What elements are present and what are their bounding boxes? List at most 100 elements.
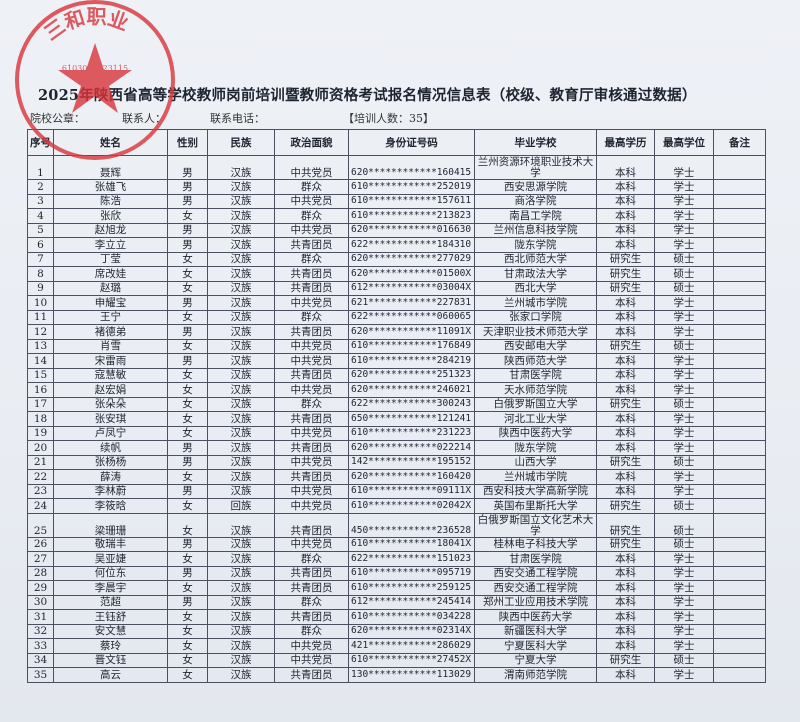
cell-id-number: 610************18041X [348,536,475,552]
cell-seq: 28 [27,565,54,581]
cell-id-number: 622************300243 [348,396,475,412]
cell-remarks [713,498,766,514]
cell-political-status: 群众 [274,623,349,639]
cell-school: 甘肃政法大学 [474,266,597,282]
cell-political-status: 中共党员 [274,155,349,180]
cell-education: 本科 [596,353,655,369]
table-row: 7 丁莹女汉族 群众 620************277029 西北师范大学 研究生 硕士 [27,251,766,267]
cell-degree: 学士 [654,609,714,625]
cell-gender: 女 [167,580,208,596]
cell-degree: 硕士 [654,338,714,354]
cell-seq: 15 [27,367,54,383]
table-row: 1 聂辉男汉族 中共党员 620************160415 兰州资源环境职业技… [27,155,766,180]
cell-name: 张朵朵 [53,396,168,412]
cell-id-number: 620************11091X [348,324,475,340]
cell-degree: 学士 [654,309,714,325]
table-row: 16 赵宏娟女汉族 中共党员 620************246021 天水师范学院本… [27,382,766,398]
cell-remarks [713,251,766,267]
cell-education: 本科 [596,565,655,581]
cell-ethnicity: 汉族 [207,155,275,180]
column-header: 身份证号码 [348,129,475,156]
cell-seq: 17 [27,396,54,412]
cell-seq: 11 [27,309,54,325]
cell-education: 研究生 [596,454,655,470]
cell-remarks [713,440,766,456]
cell-gender: 女 [167,551,208,567]
cell-id-number: 610************284219 [348,353,475,369]
cell-political-status: 中共党员 [274,425,349,441]
cell-education: 本科 [596,295,655,311]
cell-education: 研究生 [596,652,655,668]
cell-gender: 男 [167,353,208,369]
cell-ethnicity: 汉族 [207,193,275,209]
cell-seq: 5 [27,222,54,238]
cell-seq: 23 [27,483,54,499]
cell-ethnicity: 汉族 [207,440,275,456]
cell-political-status: 中共党员 [274,638,349,654]
table-row: 9 赵璐女汉族 共青团员 612************03004X 西北大学 研究生 硕士 [27,280,766,296]
cell-remarks [713,396,766,412]
cell-political-status: 共青团员 [274,469,349,485]
cell-political-status: 共青团员 [274,609,349,625]
cell-seq: 32 [27,623,54,639]
cell-gender: 男 [167,179,208,195]
table-row: 21 张杨杨男汉族 中共党员 142************195152 山西大学 研究生… [27,454,766,470]
cell-ethnicity: 汉族 [207,638,275,654]
cell-gender: 女 [167,396,208,412]
cell-seq: 14 [27,353,54,369]
cell-name: 吴亚婕 [53,551,168,567]
cell-name: 王宁 [53,309,168,325]
cell-id-number: 620************277029 [348,251,475,267]
cell-political-status: 共青团员 [274,565,349,581]
cell-id-number: 610************231223 [348,425,475,441]
cell-name: 安文慧 [53,623,168,639]
table-row: 31 王钰舒女汉族 共青团员 610************034228 陕西中医药大学… [27,609,766,625]
cell-seq: 26 [27,536,54,552]
cell-name: 续帆 [53,440,168,456]
cell-education: 研究生 [596,536,655,552]
cell-school: 西北师范大学 [474,251,597,267]
cell-name: 褚德弟 [53,324,168,340]
cell-seq: 35 [27,667,54,683]
cell-gender: 女 [167,667,208,683]
cell-id-number: 142************195152 [348,454,475,470]
cell-seq: 20 [27,440,54,456]
cell-education: 本科 [596,469,655,485]
cell-remarks [713,609,766,625]
cell-degree: 学士 [654,382,714,398]
cell-gender: 男 [167,536,208,552]
cell-remarks [713,324,766,340]
cell-name: 肖雪 [53,338,168,354]
cell-name: 范超 [53,594,168,610]
cell-political-status: 中共党员 [274,338,349,354]
cell-degree: 学士 [654,295,714,311]
cell-degree: 硕士 [654,512,714,538]
cell-ethnicity: 汉族 [207,382,275,398]
cell-school: 桂林电子科技大学 [474,536,597,552]
cell-political-status: 中共党员 [274,652,349,668]
cell-political-status: 共青团员 [274,237,349,253]
cell-gender: 女 [167,652,208,668]
cell-degree: 学士 [654,237,714,253]
cell-remarks [713,580,766,596]
cell-gender: 男 [167,193,208,209]
cell-education: 研究生 [596,280,655,296]
cell-ethnicity: 汉族 [207,179,275,195]
cell-degree: 硕士 [654,266,714,282]
cell-id-number: 610************176849 [348,338,475,354]
cell-id-number: 610************213823 [348,208,475,224]
cell-gender: 女 [167,498,208,514]
cell-ethnicity: 汉族 [207,565,275,581]
cell-id-number: 621************227831 [348,295,475,311]
cell-id-number: 622************184310 [348,237,475,253]
cell-gender: 男 [167,222,208,238]
cell-education: 本科 [596,155,655,180]
cell-degree: 硕士 [654,536,714,552]
cell-remarks [713,266,766,282]
cell-education: 本科 [596,324,655,340]
cell-name: 李筱晗 [53,498,168,514]
table-row: 5 赵旭龙男汉族 中共党员 620************016630 兰州信息科技学院… [27,222,766,238]
cell-seq: 3 [27,193,54,209]
cell-education: 本科 [596,594,655,610]
cell-remarks [713,454,766,470]
